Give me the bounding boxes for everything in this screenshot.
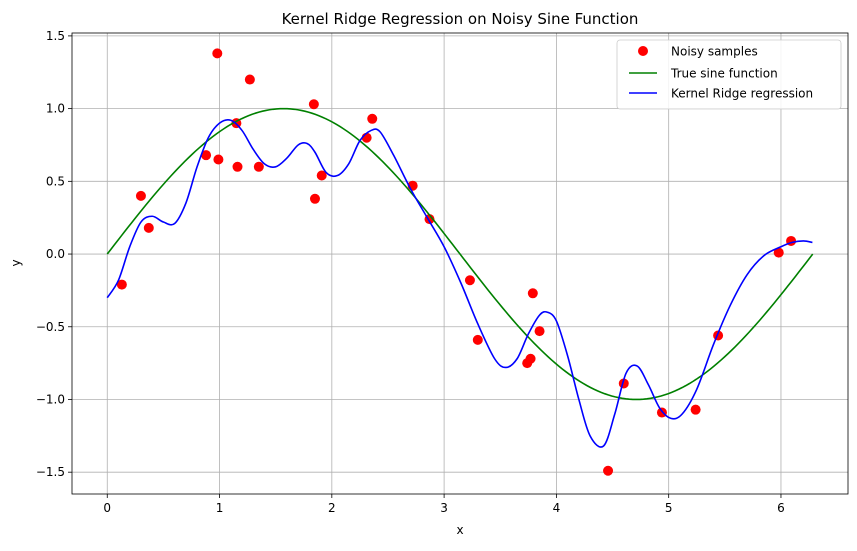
x-tick-label: 6 [777,501,785,515]
chart-title: Kernel Ridge Regression on Noisy Sine Fu… [282,10,639,28]
sample-point [472,334,483,345]
series [106,48,814,476]
y-tick-label: −0.5 [36,320,65,334]
sample-point [201,150,212,161]
sample-point [135,190,146,201]
true-sine-line [106,107,814,401]
legend: Noisy samples True sine function Kernel … [616,39,842,110]
sample-point [213,154,224,165]
legend-label-true: True sine function [670,67,778,81]
axis-ticks: 0 1 2 3 4 5 6 −1.5 −1.0 −0.5 0.0 0.5 1.0 1.5 [36,29,785,515]
sample-point [143,222,154,233]
sample-point [308,99,319,110]
sample-point [534,326,545,337]
sample-point [116,279,127,290]
x-tick-label: 4 [553,501,561,515]
sample-point [212,48,223,59]
sample-point [773,247,784,258]
x-axis-label: x [456,523,463,537]
sample-point [603,465,614,476]
sample-point [316,170,327,181]
sample-point [244,74,255,85]
sample-point [690,404,701,415]
y-tick-label: 1.0 [46,102,65,116]
y-tick-label: −1.0 [36,392,65,406]
y-tick-label: 0.5 [46,174,65,188]
y-tick-label: −1.5 [36,465,65,479]
kernel-ridge-line [106,118,813,448]
plot-frame [71,32,849,495]
legend-marker-samples [638,46,648,56]
sample-point [361,132,372,143]
sample-point [309,193,320,204]
x-tick-label: 5 [665,501,673,515]
x-tick-label: 2 [328,501,336,515]
x-tick-label: 1 [216,501,224,515]
legend-label-samples: Noisy samples [671,45,758,59]
legend-label-krr: Kernel Ridge regression [671,87,813,101]
sample-point [525,353,536,364]
legend-box [616,39,842,110]
y-axis-label: y [9,259,23,266]
sample-point [527,288,538,299]
sample-point [232,161,243,172]
y-tick-label: 1.5 [46,29,65,43]
sample-point [464,275,475,286]
y-tick-label: 0.0 [46,247,65,261]
x-tick-label: 3 [440,501,448,515]
x-tick-label: 0 [103,501,111,515]
sample-point [367,113,378,124]
sample-point [253,161,264,172]
